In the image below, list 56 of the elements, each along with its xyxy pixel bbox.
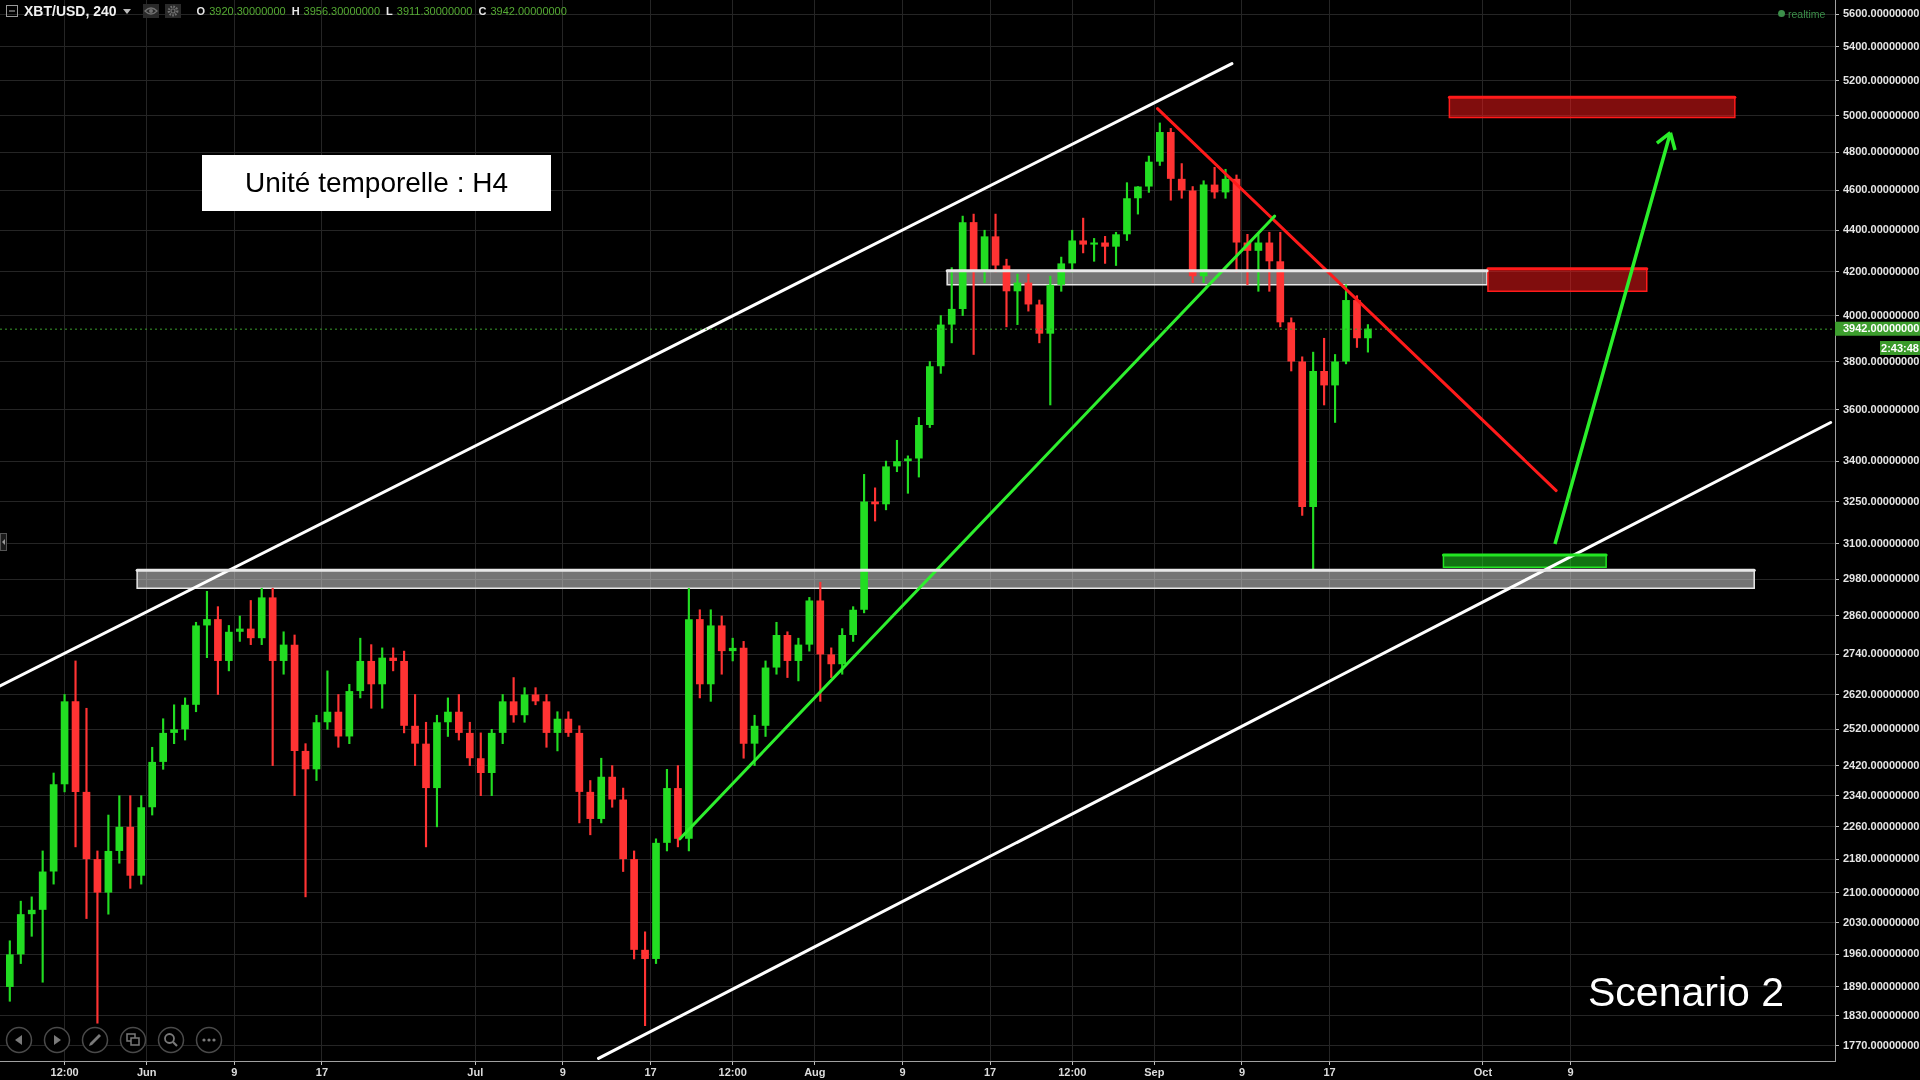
y-tick-label: 3100.00000000 (1843, 536, 1920, 549)
annotation: Unité temporelle : H4 (244, 167, 508, 198)
y-tick-label: 4200.00000000 (1843, 264, 1920, 277)
x-tick-label: Sep (1144, 1065, 1165, 1078)
y-tick-label: 4400.00000000 (1843, 223, 1920, 236)
y-tick-label: 3250.00000000 (1843, 494, 1920, 507)
y-tick-label: 1960.00000000 (1843, 947, 1920, 960)
y-tick-label: 4600.00000000 (1843, 183, 1920, 196)
x-tick-label: 9 (231, 1065, 238, 1078)
x-tick-label: Aug (804, 1065, 826, 1078)
y-tick-label: 4800.00000000 (1843, 145, 1920, 158)
x-tick-label: Jun (136, 1065, 157, 1078)
chart-title: XBT/USD, 240 (24, 3, 117, 19)
y-tick-label: 5400.00000000 (1843, 39, 1920, 52)
y-tick-label: 3600.00000000 (1843, 402, 1920, 415)
candlestick (82, 707, 91, 919)
y-tick-label: 2860.00000000 (1843, 609, 1920, 622)
candlestick (93, 850, 102, 1024)
y-tick-label: 2030.00000000 (1843, 915, 1920, 928)
x-tick-label: 17 (315, 1065, 329, 1078)
y-tick-label: 2980.00000000 (1843, 572, 1920, 585)
y-tick-label: 5000.00000000 (1843, 108, 1920, 121)
y-tick-label: 1830.00000000 (1843, 1008, 1920, 1021)
y-tick-label: 2420.00000000 (1843, 758, 1920, 771)
y-tick-label: 1890.00000000 (1843, 979, 1920, 992)
x-tick-label: 9 (899, 1065, 906, 1078)
y-tick-label: 3800.00000000 (1843, 354, 1920, 367)
y-tick-label: 5200.00000000 (1843, 73, 1920, 86)
y-tick-label: 4000.00000000 (1843, 308, 1920, 321)
y-tick-label: 2520.00000000 (1843, 722, 1920, 735)
x-tick-label: 17 (644, 1065, 657, 1078)
x-tick-label: 12:00 (718, 1065, 747, 1078)
x-tick-label: 9 (1567, 1065, 1574, 1078)
chart-subtitle: O 3920.30000000 H 3956.30000000 L 3911.30000000 C 3942.00000000 (196, 4, 567, 17)
text: 2:43:48 (1880, 340, 1920, 355)
ref-line-label: 3942.00000000 (1843, 322, 1920, 335)
y-tick-label: 2340.00000000 (1843, 788, 1920, 801)
candlestick (553, 711, 562, 752)
y-tick-label: 2740.00000000 (1843, 647, 1920, 660)
y-tick-label: 1770.00000000 (1843, 1038, 1920, 1051)
y-tick-label: 5600.00000000 (1843, 7, 1920, 20)
x-tick-label: 9 (559, 1065, 566, 1078)
x-tick-label: 17 (983, 1065, 997, 1078)
x-tick-label: 12:00 (1058, 1065, 1087, 1078)
y-tick-label: 2260.00000000 (1843, 819, 1920, 832)
y-tick-label: 3400.00000000 (1843, 454, 1920, 467)
annotation: realtime (1788, 8, 1826, 20)
x-tick-label: Jul (467, 1065, 484, 1078)
y-tick-label: 2180.00000000 (1843, 852, 1920, 865)
x-tick-label: 9 (1238, 1065, 1246, 1078)
x-tick-label: Oct (1473, 1065, 1493, 1078)
annotation: Scenario 2 (1588, 969, 1785, 1015)
y-tick-label: 2620.00000000 (1843, 687, 1920, 700)
y-tick-label: 2100.00000000 (1843, 885, 1920, 898)
x-tick-label: 17 (1323, 1065, 1336, 1078)
x-tick-label: 12:00 (50, 1065, 79, 1078)
